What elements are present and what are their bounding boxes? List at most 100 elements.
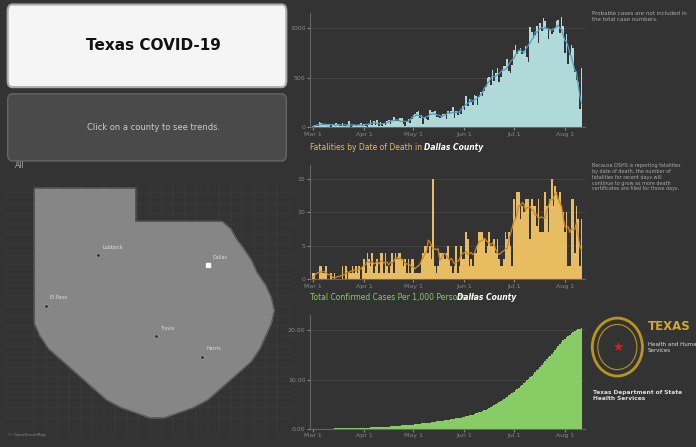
Bar: [385, 253, 386, 279]
Bar: [574, 72, 576, 127]
Bar: [411, 259, 413, 279]
Bar: [509, 394, 512, 429]
Bar: [335, 123, 337, 127]
Bar: [314, 273, 315, 279]
Bar: [439, 253, 441, 279]
Bar: [467, 106, 468, 127]
Bar: [484, 91, 485, 127]
Bar: [401, 426, 403, 429]
Bar: [409, 425, 411, 429]
Bar: [320, 123, 322, 127]
Bar: [460, 246, 462, 279]
Text: Lubbock: Lubbock: [102, 245, 122, 249]
Bar: [432, 422, 434, 429]
Bar: [372, 427, 373, 429]
Bar: [493, 239, 495, 279]
Bar: [445, 119, 448, 127]
Bar: [512, 266, 513, 279]
Text: Because DSHS is reporting fatalities
by date of death, the number of
fatalities : Because DSHS is reporting fatalities by …: [592, 163, 680, 191]
Bar: [470, 259, 472, 279]
Text: All: All: [15, 161, 25, 170]
Bar: [351, 428, 354, 429]
Bar: [502, 71, 503, 127]
Bar: [452, 273, 454, 279]
Bar: [380, 253, 381, 279]
Bar: [380, 122, 381, 127]
Bar: [356, 125, 358, 127]
Bar: [401, 259, 403, 279]
Bar: [518, 192, 520, 279]
Bar: [400, 253, 401, 279]
Bar: [490, 407, 491, 429]
Bar: [381, 427, 383, 429]
Bar: [475, 253, 477, 279]
Bar: [340, 126, 342, 127]
Bar: [473, 253, 475, 279]
Bar: [347, 428, 349, 429]
Bar: [509, 73, 512, 127]
Bar: [462, 417, 464, 429]
Bar: [441, 253, 442, 279]
Text: Probable cases are not included in
the total case numbers.: Probable cases are not included in the t…: [592, 11, 686, 22]
Bar: [544, 361, 546, 429]
Bar: [338, 428, 340, 429]
Bar: [538, 42, 539, 127]
Bar: [436, 117, 437, 127]
Bar: [424, 423, 426, 429]
Bar: [478, 412, 480, 429]
Bar: [427, 120, 429, 127]
Bar: [523, 212, 525, 279]
Bar: [520, 48, 521, 127]
Bar: [418, 273, 419, 279]
Bar: [480, 92, 482, 127]
Bar: [354, 428, 355, 429]
Bar: [567, 336, 569, 429]
Bar: [345, 266, 347, 279]
Bar: [449, 113, 450, 127]
Bar: [541, 31, 543, 127]
Bar: [441, 118, 442, 127]
Bar: [514, 45, 516, 127]
Bar: [503, 399, 505, 429]
Bar: [426, 423, 427, 429]
Bar: [363, 124, 365, 127]
Bar: [436, 422, 437, 429]
Bar: [513, 199, 514, 279]
Bar: [505, 398, 507, 429]
Bar: [559, 344, 561, 429]
Bar: [444, 259, 445, 279]
Bar: [372, 125, 373, 127]
Bar: [385, 125, 386, 127]
Bar: [442, 421, 444, 429]
Bar: [564, 339, 566, 429]
Bar: [484, 410, 485, 429]
Bar: [439, 118, 441, 127]
Bar: [566, 34, 567, 127]
Bar: [562, 341, 564, 429]
Bar: [530, 27, 531, 127]
Bar: [419, 118, 421, 127]
Bar: [325, 266, 327, 279]
Bar: [398, 253, 400, 279]
Bar: [472, 414, 473, 429]
Bar: [437, 421, 439, 429]
Bar: [395, 121, 396, 127]
Bar: [548, 357, 549, 429]
Bar: [404, 426, 406, 429]
Bar: [520, 386, 521, 429]
Bar: [516, 192, 518, 279]
Bar: [388, 120, 390, 127]
Bar: [431, 422, 432, 429]
Bar: [398, 426, 400, 429]
Bar: [559, 192, 561, 279]
Bar: [455, 418, 457, 429]
Bar: [324, 273, 325, 279]
Bar: [429, 110, 431, 127]
Bar: [556, 348, 557, 429]
Bar: [411, 425, 413, 429]
Bar: [518, 388, 520, 429]
Bar: [493, 405, 495, 429]
Bar: [441, 421, 442, 429]
Bar: [342, 266, 343, 279]
Bar: [532, 374, 535, 429]
